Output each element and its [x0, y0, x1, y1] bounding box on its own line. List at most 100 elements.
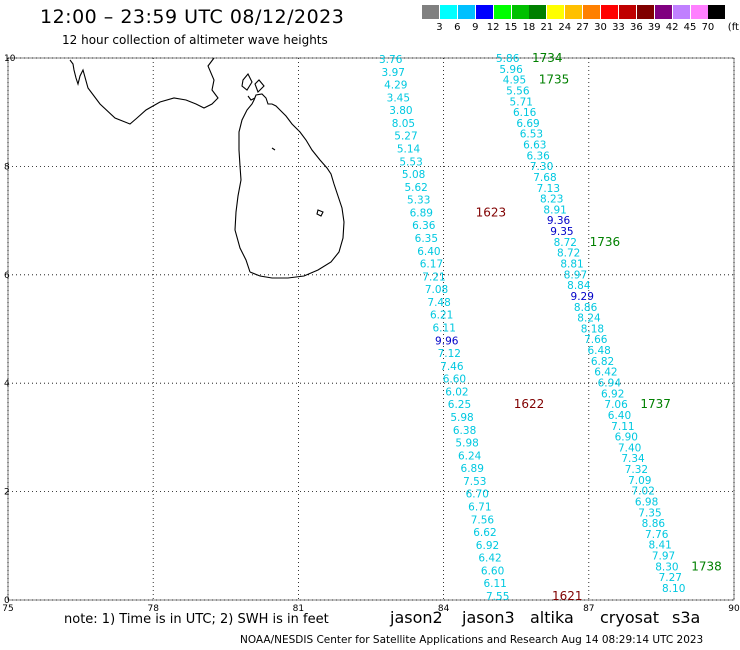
wave-height-value: 7.08 [425, 284, 448, 296]
footer-credit: NOAA/NESDIS Center for Satellite Applica… [240, 634, 704, 646]
legend-unit: (ft) [727, 22, 740, 33]
wave-height-value: 9.96 [435, 335, 459, 347]
wave-height-value: 6.90 [615, 432, 638, 444]
legend-label: 15 [504, 22, 518, 33]
wave-height-value: 6.35 [415, 233, 438, 245]
legend-swatch [654, 5, 672, 19]
legend-swatch [708, 5, 726, 19]
legend-swatch [672, 5, 690, 19]
wave-height-value: 6.40 [608, 410, 631, 422]
wave-height-value: 8.30 [655, 561, 678, 573]
wave-height-value: 7.55 [486, 591, 509, 603]
lon-tick-label: 81 [293, 604, 304, 614]
wave-height-value: 5.98 [455, 438, 478, 450]
legend-swatch [457, 5, 475, 19]
wave-height-value: 8.10 [662, 583, 685, 595]
wave-height-value: 3.45 [387, 92, 410, 104]
pass-time-label: 1622 [514, 397, 545, 411]
wave-height-value: 8.81 [560, 259, 583, 271]
legend-label: 45 [683, 22, 697, 33]
wave-height-value: 6.42 [594, 367, 617, 379]
wave-height-value: 8.86 [574, 302, 598, 314]
wave-height-value: 6.24 [458, 450, 482, 462]
legend-swatch [565, 5, 583, 19]
wave-height-value: 8.86 [642, 518, 666, 530]
wave-height-value: 7.12 [438, 348, 461, 360]
wave-height-value: 8.72 [554, 237, 577, 249]
wave-height-value: 7.27 [659, 572, 682, 584]
legend-label: 30 [594, 22, 607, 33]
wave-height-value: 6.89 [410, 207, 433, 219]
wave-height-value: 5.27 [394, 131, 417, 143]
wave-height-value: 6.62 [473, 527, 496, 539]
wave-height-value: 7.40 [618, 442, 641, 454]
legend-swatch [618, 5, 636, 19]
wave-height-value: 7.66 [584, 334, 608, 346]
wave-height-value: 5.33 [407, 195, 430, 207]
legend-label: 18 [522, 22, 536, 33]
legend-label: 9 [472, 22, 479, 33]
pass-time-label: 1736 [590, 235, 621, 249]
wave-height-value: 7.06 [604, 399, 628, 411]
wave-height-value: 7.53 [463, 476, 486, 488]
lon-tick-label: 90 [728, 604, 740, 614]
wave-height-value: 8.18 [581, 323, 604, 335]
legend-label: 70 [701, 22, 715, 33]
map-border [7, 57, 735, 601]
wave-height-value: 6.82 [591, 356, 614, 368]
wave-height-value: 9.35 [550, 226, 573, 238]
legend-swatch [690, 5, 708, 19]
wave-height-value: 7.97 [652, 551, 675, 563]
wave-height-value: 4.29 [384, 80, 407, 92]
legend-swatch [439, 5, 457, 19]
legend-label: 27 [576, 22, 589, 33]
wave-height-value: 7.11 [611, 421, 634, 433]
legend-label: 24 [558, 22, 572, 33]
wave-height-value: 5.96 [499, 64, 523, 76]
legend-swatch [636, 5, 654, 19]
wave-height-value: 6.71 [468, 502, 491, 514]
wave-height-value: 8.97 [564, 269, 587, 281]
legend-swatch [422, 5, 439, 19]
legend-swatch [583, 5, 601, 19]
wave-height-value: 7.56 [471, 514, 495, 526]
satellite-altika-label: altika [530, 608, 574, 627]
wave-height-value: 5.08 [402, 169, 425, 181]
wave-height-value: 6.92 [476, 540, 499, 552]
wave-height-value: 8.84 [567, 280, 591, 292]
wave-height-value: 6.21 [430, 310, 453, 322]
legend-label: 42 [665, 22, 679, 33]
lat-tick-label: 0 [4, 596, 10, 606]
legend-swatch [601, 5, 618, 19]
wave-height-value: 6.17 [420, 259, 443, 271]
lat-tick-label: 8 [4, 162, 10, 172]
wave-height-value: 3.80 [389, 105, 412, 117]
wave-height-value: 3.76 [379, 54, 403, 66]
wave-height-value: 5.53 [399, 156, 422, 168]
legend-label: 36 [629, 22, 643, 33]
wave-height-value: 6.48 [587, 345, 610, 357]
wave-height-value: 7.34 [621, 453, 645, 465]
satellite-s3a-label: s3a [672, 608, 701, 627]
wave-height-value: 7.32 [625, 464, 648, 476]
wave-height-value: 7.13 [537, 183, 560, 195]
wave-height-value: 7.76 [645, 529, 669, 541]
wave-height-value: 6.70 [466, 489, 489, 501]
wave-height-value: 6.36 [412, 220, 436, 232]
pass-time-label: 1735 [539, 73, 570, 87]
sri-lanka-coastline [69, 57, 345, 279]
satellite-jason3-label: jason3 [462, 608, 515, 627]
pass-time-label: 1734 [532, 51, 563, 65]
wave-height-value: 8.91 [543, 204, 566, 216]
legend-swatch [475, 5, 493, 19]
wave-height-value: 5.56 [506, 85, 530, 97]
legend-swatch [493, 5, 511, 19]
wave-height-value: 6.98 [635, 496, 658, 508]
wave-height-value: 6.40 [417, 246, 440, 258]
legend-swatch [547, 5, 565, 19]
wave-height-value: 8.72 [557, 248, 580, 260]
legend-label: 12 [486, 22, 500, 33]
